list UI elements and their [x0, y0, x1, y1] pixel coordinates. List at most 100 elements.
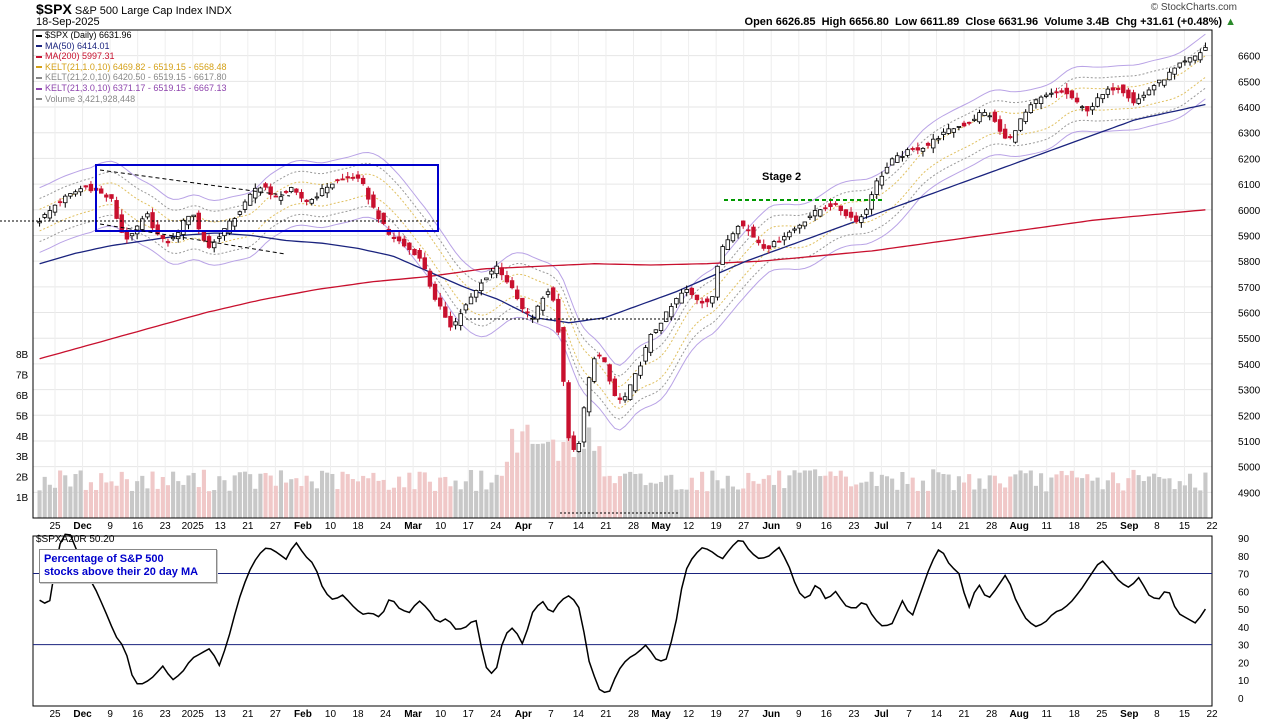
- volume-tick-label: 6B: [16, 391, 29, 402]
- y-tick-label: 6400: [1238, 103, 1261, 114]
- y-tick-label: 5700: [1238, 283, 1261, 294]
- candle-body: [73, 191, 78, 195]
- volume-tick-label: 8B: [16, 350, 29, 361]
- candle-body: [823, 207, 828, 210]
- volume-bar: [705, 491, 710, 518]
- candle-body: [494, 265, 499, 275]
- volume-bar: [587, 427, 592, 518]
- candle-body: [787, 231, 792, 238]
- candle-body: [746, 229, 751, 232]
- volume-bar: [1167, 478, 1172, 518]
- candle-body: [57, 201, 63, 204]
- volume-bar: [730, 486, 735, 518]
- x-tick-label-indicator: 18: [352, 709, 364, 720]
- x-tick-label: 27: [738, 521, 750, 532]
- volume-bar: [612, 483, 617, 518]
- volume-bar: [926, 490, 931, 518]
- volume-bar: [674, 489, 679, 518]
- volume-bar: [42, 476, 47, 518]
- volume-bar: [818, 476, 823, 518]
- candle-body: [910, 148, 915, 150]
- volume-bar: [946, 474, 951, 518]
- candle-body: [489, 270, 494, 275]
- y-tick-label: 5500: [1238, 334, 1261, 345]
- ohlc-readout: Open 6626.85 High 6656.80 Low 6611.89 Cl…: [745, 16, 1236, 28]
- candle-body: [443, 306, 448, 318]
- volume-bar: [561, 442, 566, 518]
- candle-body: [253, 187, 258, 199]
- candle-body: [1203, 47, 1208, 51]
- kelt-3-band: [39, 98, 1206, 431]
- breadth-line: [39, 533, 1207, 694]
- volume-bar: [879, 474, 884, 518]
- candle-body: [658, 322, 664, 331]
- legend-swatch: [36, 66, 42, 69]
- volume-bar: [628, 471, 633, 518]
- x-tick-label: Apr: [515, 521, 532, 532]
- legend-text: KELT(21,1.0,10) 6469.82 - 6519.15 - 6568…: [45, 61, 227, 72]
- candle-body: [340, 178, 345, 181]
- candle-body: [427, 270, 433, 287]
- candle-body: [268, 186, 273, 195]
- volume-bar: [982, 488, 987, 518]
- volume-bar: [186, 475, 191, 518]
- volume-bar: [1121, 490, 1126, 518]
- candle-body: [766, 245, 772, 249]
- y-tick-label: 6300: [1238, 129, 1261, 140]
- candle-body: [160, 235, 166, 239]
- x-tick-label: 10: [325, 521, 337, 532]
- x-tick-label: 14: [931, 521, 943, 532]
- candle-body: [1126, 89, 1131, 99]
- candle-body: [1038, 96, 1044, 104]
- indicator-panel-frame: [32, 535, 1213, 707]
- candle-body: [931, 138, 936, 149]
- candle-body: [797, 224, 802, 229]
- candle-body: [1100, 94, 1105, 100]
- high-label: High: [821, 16, 847, 28]
- candle-body: [273, 195, 279, 198]
- volume-bar: [176, 481, 181, 518]
- x-tick-label: 28: [986, 521, 998, 532]
- volume-bar: [977, 478, 982, 518]
- volume-bar: [181, 484, 186, 518]
- volume-bar: [535, 443, 540, 518]
- x-tick-label-indicator: Sep: [1120, 709, 1138, 720]
- volume-bar: [397, 476, 402, 518]
- candle-body: [1033, 99, 1039, 104]
- volume-bar: [212, 490, 217, 518]
- volume-bar: [792, 470, 797, 518]
- candle-body: [663, 311, 669, 322]
- volume-label: Volume: [1044, 16, 1084, 28]
- volume-bar: [1085, 474, 1090, 518]
- candle-body: [1054, 91, 1059, 94]
- volume-bar: [1023, 473, 1028, 518]
- candle-body: [966, 121, 972, 124]
- candle-body: [78, 188, 83, 193]
- volume-bar: [823, 475, 828, 518]
- x-tick-label: 25: [49, 521, 61, 532]
- x-tick-label-indicator: 22: [1206, 709, 1218, 720]
- candle-body: [140, 218, 145, 230]
- volume-bar: [771, 484, 777, 518]
- x-tick-label: 21: [242, 521, 254, 532]
- x-tick-label: Aug: [1009, 521, 1028, 532]
- x-tick-label-indicator: 19: [711, 709, 723, 720]
- candle-body: [915, 147, 921, 151]
- candle-body: [710, 296, 715, 304]
- volume-bar: [633, 473, 638, 518]
- candle-body: [556, 298, 561, 333]
- indicator-tick-label: 50: [1238, 605, 1250, 616]
- x-tick-label: Jul: [874, 521, 889, 532]
- candle-body: [458, 313, 463, 326]
- candle-body: [412, 248, 417, 256]
- candle-body: [586, 377, 592, 413]
- note-line-2: stocks above their 20 day MA: [44, 566, 199, 578]
- candle-body: [119, 214, 124, 233]
- candle-body: [771, 241, 777, 248]
- x-tick-label: 7: [548, 521, 554, 532]
- x-tick-label-indicator: 16: [132, 709, 144, 720]
- candle-body: [638, 365, 643, 376]
- x-tick-label: 9: [796, 521, 802, 532]
- x-tick-label-indicator: 15: [1179, 709, 1191, 720]
- volume-bar: [700, 471, 705, 518]
